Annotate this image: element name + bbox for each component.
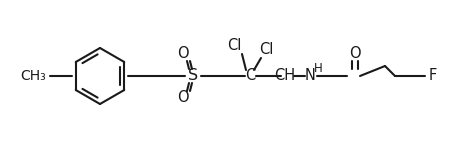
Text: N: N xyxy=(305,69,315,83)
Text: C: C xyxy=(245,69,255,83)
Text: Cl: Cl xyxy=(227,38,241,54)
Text: F: F xyxy=(429,69,437,83)
Text: H: H xyxy=(314,62,322,76)
Text: O: O xyxy=(177,90,189,105)
Text: S: S xyxy=(188,69,198,83)
Text: CH: CH xyxy=(274,69,296,83)
Text: O: O xyxy=(177,47,189,62)
Text: Cl: Cl xyxy=(259,43,273,57)
Text: O: O xyxy=(349,47,361,62)
Text: CH₃: CH₃ xyxy=(20,69,46,83)
